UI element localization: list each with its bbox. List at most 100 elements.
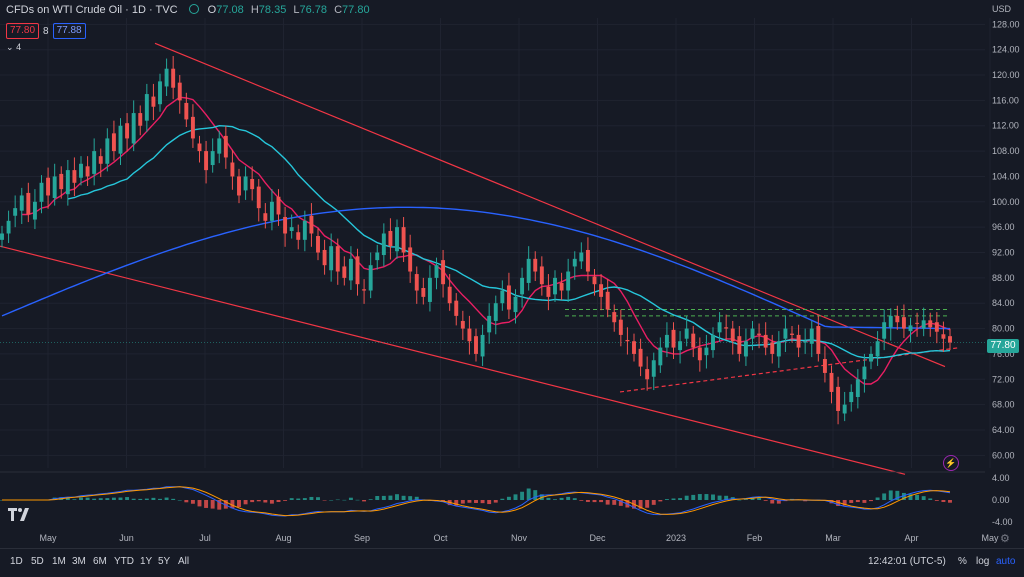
price-tick-label: 120.00 [992,70,1020,80]
macd-histogram-bar [579,500,584,501]
sell-button[interactable]: 77.80 [6,23,40,39]
macd-histogram-bar [118,497,123,500]
timeframe-ytd[interactable]: YTD [114,556,134,567]
candle-body [59,173,64,190]
candle-body [316,236,320,253]
timeframe-1m[interactable]: 1M [52,556,66,567]
gear-icon[interactable]: ⚙ [1000,533,1010,545]
auto-toggle[interactable]: auto [996,556,1016,567]
time-tick-label: Mar [825,533,841,543]
candle-body [684,328,689,339]
candle-body [302,220,307,240]
timeframe-all[interactable]: All [178,556,190,567]
candle-body [454,300,459,316]
symbol-title[interactable]: CFDs on WTI Crude Oil · 1D · TVC [6,4,178,16]
timeframe-5d[interactable]: 5D [31,556,44,567]
price-tick-label: 100.00 [992,197,1020,207]
price-tick-label: 124.00 [992,45,1020,55]
macd-histogram-bar [296,498,301,500]
buy-button[interactable]: 77.88 [52,23,86,39]
candle-body [204,151,209,171]
channel-lower-line [0,245,906,475]
clock-timezone[interactable]: 12:42:01 (UTC-5) [868,556,946,567]
macd-histogram-bar [190,500,195,504]
timeframe-6m[interactable]: 6M [93,556,107,567]
macd-histogram-bar [210,500,215,509]
macd-histogram-bar [941,500,946,503]
tradingview-logo-icon[interactable] [8,508,30,522]
macd-histogram-bar [125,497,130,500]
flash-icon[interactable]: ⚡ [943,455,959,471]
candle-body [842,404,847,414]
candle-body [65,170,70,195]
macd-histogram-bar [111,497,116,500]
macd-histogram-bar [263,500,268,503]
candle-body [750,328,755,339]
timeframe-5y[interactable]: 5Y [158,556,171,567]
macd-histogram-bar [151,497,156,500]
candle-body [237,176,241,196]
candle-body [664,334,669,348]
candle-body [105,138,110,164]
macd-histogram-bar [520,491,525,500]
timeframe-1d[interactable]: 1D [10,556,23,567]
macd-histogram-bar [921,496,926,500]
candle-body [427,277,432,302]
candle-body [487,315,492,333]
candle-body [329,246,334,271]
log-toggle[interactable]: log [976,556,990,567]
candle-body [816,326,821,354]
candle-body [197,143,202,152]
macd-histogram-bar [322,500,327,501]
currency-label[interactable]: USD [992,4,1012,14]
macd-histogram-bar [414,496,419,500]
macd-histogram-bar [250,500,255,503]
candle-body [526,258,531,283]
price-tick-label: 80.00 [992,324,1015,334]
price-tick-label: 60.00 [992,450,1015,460]
candle-body [375,252,380,261]
time-tick-label: Jul [199,533,211,543]
percent-toggle[interactable]: % [958,556,967,567]
candle-body [79,163,83,178]
indicators-toggle[interactable]: ⌄ 4 [6,42,21,53]
price-chart[interactable]: 128.00 124.00 120.00 116.00 112.00 108.00 104.… [0,0,1024,548]
candle-body [335,246,340,272]
candle-body [474,336,478,354]
macd-histogram-bar [724,495,729,500]
macd-histogram-bar [184,500,189,503]
macd-histogram-bar [658,500,663,502]
price-tick-label: 92.00 [992,248,1015,258]
price-tick-label: 116.00 [992,95,1019,105]
ma-fast-line [21,96,951,385]
candle-body [539,266,544,285]
candle-body [520,277,525,295]
macd-pane [0,471,985,517]
candle-body [480,334,485,357]
candle-body [928,320,933,328]
macd-histogram-bar [388,495,393,500]
candle-body [276,196,281,215]
candle-body [855,379,860,398]
candle-body [158,81,162,105]
candle-body [118,125,123,154]
candle-body [737,336,742,354]
timeframe-1y[interactable]: 1Y [140,556,153,567]
ohlc-open: 77.08 [216,4,244,16]
candle-body [533,258,538,272]
candle-body [269,201,274,221]
price-tick-label: 128.00 [992,19,1020,29]
ohlc-open-label: O [207,4,217,16]
candle-body [144,94,149,121]
candle-body [500,290,505,304]
macd-histogram-bar [335,499,340,501]
macd-histogram-bar [559,497,564,500]
candle-body [414,274,419,291]
candle-body [210,151,215,166]
macd-histogram-bar [401,495,406,500]
candle-body [355,256,360,285]
price-tick-label: 88.00 [992,273,1015,283]
timeframe-3m[interactable]: 3M [72,556,86,567]
candle-body [467,328,472,342]
ohlc-high-label: H [250,4,259,16]
